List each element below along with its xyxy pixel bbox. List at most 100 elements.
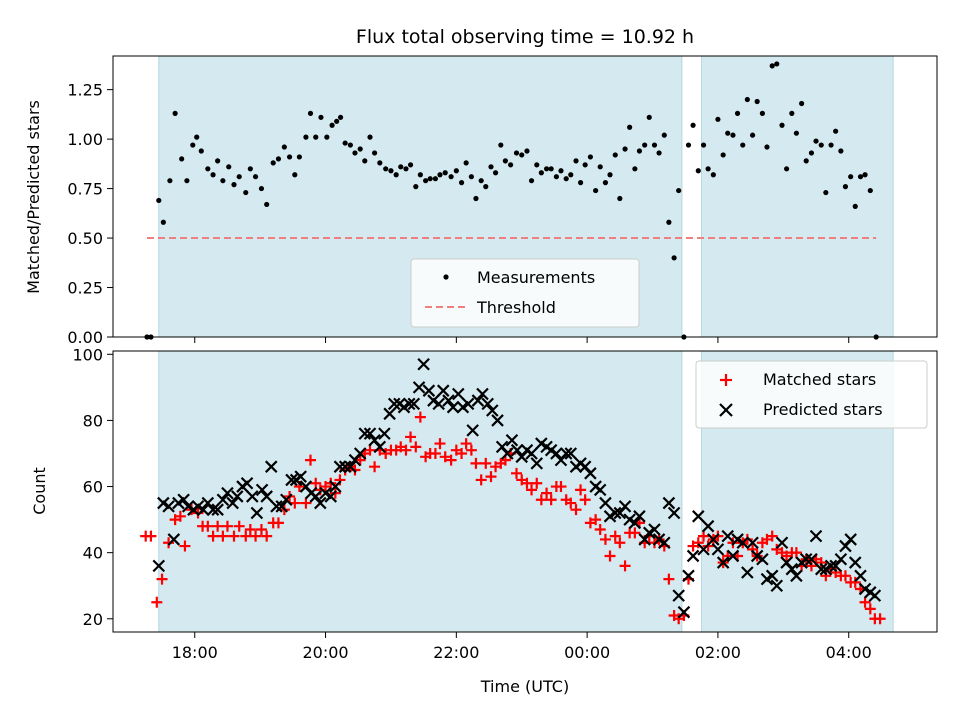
predicted-stars-point	[314, 496, 327, 510]
x-tick-label: 04:00	[826, 643, 872, 662]
predicted-stars-point	[422, 384, 436, 397]
measurement-point	[371, 150, 378, 156]
measurement-point	[632, 166, 638, 172]
measurement-point	[417, 172, 423, 178]
shaded-span-2	[701, 55, 894, 338]
legend-measurements-marker	[443, 274, 449, 280]
matched-stars-point	[261, 530, 273, 542]
matched-stars-point	[874, 613, 886, 625]
legend-measurements-label: Measurements	[477, 268, 595, 287]
matched-stars-point	[221, 520, 233, 532]
top-axes-frame	[112, 55, 938, 338]
predicted-stars-point	[809, 529, 823, 543]
matched-stars-point	[456, 447, 468, 459]
bottom-legend-box	[695, 360, 928, 429]
measurement-point	[759, 110, 765, 116]
measurement-point	[252, 174, 259, 180]
measurement-point	[627, 124, 633, 130]
predicted-stars-point	[264, 460, 278, 473]
predicted-stars-point	[667, 506, 681, 520]
matched-stars-point	[369, 461, 381, 473]
predicted-stars-point	[824, 559, 838, 573]
measurement-point	[231, 182, 237, 188]
measurement-point	[582, 162, 588, 168]
measurement-point	[803, 158, 809, 164]
measurement-point	[296, 154, 302, 160]
measurement-point	[220, 178, 226, 184]
measurement-point	[468, 174, 474, 180]
matched-stars-point	[304, 454, 316, 466]
matched-stars-point	[480, 457, 492, 469]
y-tick-label: 20	[83, 610, 103, 629]
x-tick-label: 00:00	[564, 643, 610, 662]
measurement-point	[377, 160, 383, 166]
matched-stars-point	[790, 547, 802, 559]
measurement-point	[842, 184, 849, 190]
predicted-stars-point	[412, 381, 426, 394]
predicted-stars-point	[848, 556, 862, 569]
measurement-point	[774, 61, 780, 67]
matched-stars-point	[217, 530, 229, 542]
predicted-stars-point	[280, 493, 293, 507]
measurement-point	[671, 255, 677, 261]
matched-stars-point	[766, 530, 778, 542]
matched-stars-point	[250, 530, 262, 542]
measurement-point	[432, 176, 439, 182]
matched-stars-point	[698, 530, 710, 542]
predicted-stars-point	[721, 529, 735, 543]
measurement-point	[656, 150, 662, 156]
matched-stars-point	[859, 596, 871, 608]
matched-stars-point	[212, 520, 224, 532]
bottom-y-ticks: 20 40 60 80 100	[72, 345, 113, 629]
matched-stars-point	[174, 510, 186, 522]
top-y-axis-label: Matched/Predicted stars	[24, 100, 43, 294]
predicted-stars-point	[584, 467, 597, 480]
measurement-point	[286, 154, 293, 160]
matched-stars-point	[202, 520, 214, 532]
predicted-stars-point	[230, 490, 244, 503]
predicted-stars-point	[844, 533, 857, 546]
matched-stars-point	[722, 550, 734, 562]
matched-stars-point	[163, 537, 175, 549]
measurement-point	[403, 166, 409, 172]
measurement-point	[695, 168, 701, 174]
matched-stars-point	[244, 524, 256, 536]
measurement-point	[789, 110, 795, 116]
legend-threshold-label: Threshold	[476, 298, 556, 317]
measurement-point	[347, 142, 353, 148]
measurement-point	[617, 195, 623, 202]
measurement-point	[478, 178, 484, 184]
measurement-point	[715, 116, 721, 122]
measurement-point	[270, 160, 276, 166]
predicted-stars-point	[701, 519, 715, 533]
measurement-point	[513, 150, 520, 156]
predicted-stars-point	[716, 556, 730, 569]
measurement-point	[473, 195, 479, 202]
matched-stars-point	[364, 444, 376, 456]
measurement-point	[156, 197, 162, 204]
matched-stars-point	[179, 540, 191, 552]
matched-stars-point	[233, 520, 245, 532]
predicted-stars-point	[329, 480, 342, 493]
matched-stars-point	[400, 444, 412, 456]
predicted-stars-point	[805, 552, 818, 566]
measurement-point	[700, 142, 707, 148]
measurement-point	[398, 164, 404, 170]
measurement-point	[324, 134, 330, 140]
legend-predicted-label: Predicted stars	[763, 400, 883, 419]
y-tick-label: 0.25	[67, 279, 103, 298]
predicted-stars-point	[628, 516, 642, 530]
bottom-markers	[140, 357, 886, 625]
measurement-point	[563, 176, 569, 182]
measurement-point	[764, 144, 770, 150]
measurement-point	[524, 148, 530, 154]
matched-stars-point	[470, 457, 482, 469]
predicted-stars-point	[152, 559, 166, 573]
predicted-stars-point	[333, 460, 347, 473]
measurement-point	[453, 168, 459, 174]
measurement-point	[857, 174, 864, 180]
measurement-point	[573, 158, 579, 164]
measurement-point	[318, 114, 324, 120]
measurement-point	[553, 174, 559, 180]
measurement-point	[492, 170, 499, 176]
